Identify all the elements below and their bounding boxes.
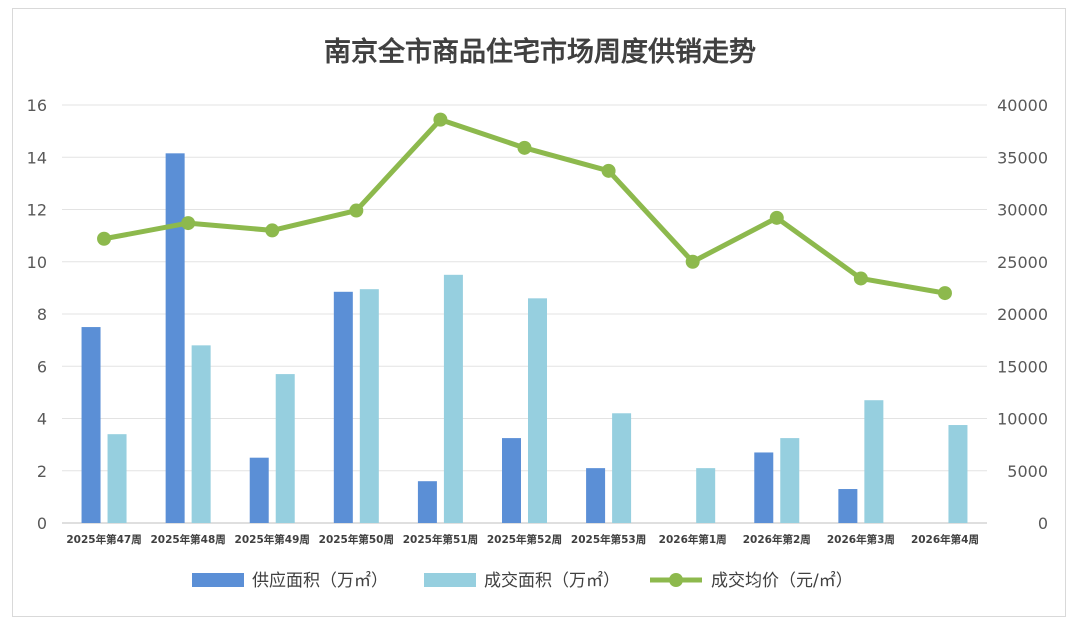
left-tick-label: 14 [27,148,47,167]
transaction-area-bar [612,413,632,523]
supply-area-bar [754,452,774,523]
supply-area-bar [333,291,353,523]
legend-swatch-supply [192,573,244,587]
transaction-area-bar [275,374,295,523]
x-tick-label: 2025年第50周 [319,533,394,546]
x-tick-label: 2025年第51周 [403,533,478,546]
x-tick-label: 2026年第4周 [911,533,979,546]
x-tick-label: 2025年第47周 [66,533,141,546]
chart-title: 南京全市商品住宅市场周度供销走势 [324,36,756,68]
average-price-point [349,203,364,218]
x-tick-label: 2025年第48周 [150,533,225,546]
supply-area-bar [81,327,101,523]
right-tick-label: 20000 [997,305,1048,324]
left-tick-label: 12 [27,201,47,220]
average-price-point [265,223,280,238]
average-price-point [769,210,784,225]
x-axis-ticks: 2025年第47周 2025年第48周 2025年第49周 2025年第50周 2025… [66,533,979,546]
transaction-area-bar [191,345,211,523]
average-price-point [97,231,112,246]
x-tick-label: 2026年第1周 [659,533,727,546]
price-line [97,112,952,301]
average-price-point [937,286,952,301]
legend-label-transaction: 成交面积（万㎡） [484,571,620,591]
supply-area-bar [586,468,606,523]
left-axis-ticks: 0 2 4 6 8 10 12 14 16 [27,96,47,533]
right-tick-label: 30000 [997,201,1048,220]
average-price-point [601,163,616,178]
average-price-point [181,216,196,231]
left-tick-label: 4 [37,410,47,429]
average-price-point [517,140,532,155]
left-tick-label: 10 [27,253,47,272]
legend-swatch-price-point [669,573,683,587]
left-tick-label: 16 [27,96,47,115]
left-tick-label: 0 [37,514,47,533]
x-tick-label: 2025年第52周 [487,533,562,546]
x-tick-label: 2025年第49周 [235,533,310,546]
x-tick-label: 2026年第3周 [827,533,895,546]
transaction-area-bar [864,400,884,523]
average-price-point [433,112,448,127]
supply-area-bar [838,489,858,523]
transaction-area-bar [696,468,716,523]
transaction-area-bar [359,289,379,523]
right-tick-label: 10000 [997,410,1048,429]
left-tick-label: 6 [37,357,47,376]
supply-area-bar [502,438,521,523]
supply-area-bar [165,153,185,524]
right-tick-label: 15000 [997,357,1048,376]
legend: 供应面积（万㎡） 成交面积（万㎡） 成交均价（元/㎡） [192,571,853,591]
x-tick-label: 2025年第53周 [571,533,646,546]
legend-swatch-transaction [424,573,476,587]
left-tick-label: 8 [37,305,47,324]
right-tick-label: 0 [1038,514,1048,533]
average-price-point [853,271,868,286]
transaction-area-bar [528,298,547,523]
legend-label-supply: 供应面积（万㎡） [252,571,388,591]
transaction-area-bar [443,274,463,523]
bars [81,153,968,524]
transaction-area-bar [780,438,800,523]
legend-label-price: 成交均价（元/㎡） [711,571,853,591]
average-price-point [685,254,700,269]
left-tick-label: 2 [37,462,47,481]
gridlines [62,104,987,524]
right-tick-label: 40000 [997,96,1048,115]
supply-area-bar [417,481,437,523]
transaction-area-bar [948,425,968,523]
right-tick-label: 35000 [997,148,1048,167]
supply-area-bar [249,457,269,523]
transaction-area-bar [107,434,127,523]
right-tick-label: 5000 [1007,462,1048,481]
right-tick-label: 25000 [997,253,1048,272]
x-tick-label: 2026年第2周 [743,533,811,546]
right-axis-ticks: 0 5000 10000 15000 20000 25000 30000 35000 40000 [997,96,1048,533]
